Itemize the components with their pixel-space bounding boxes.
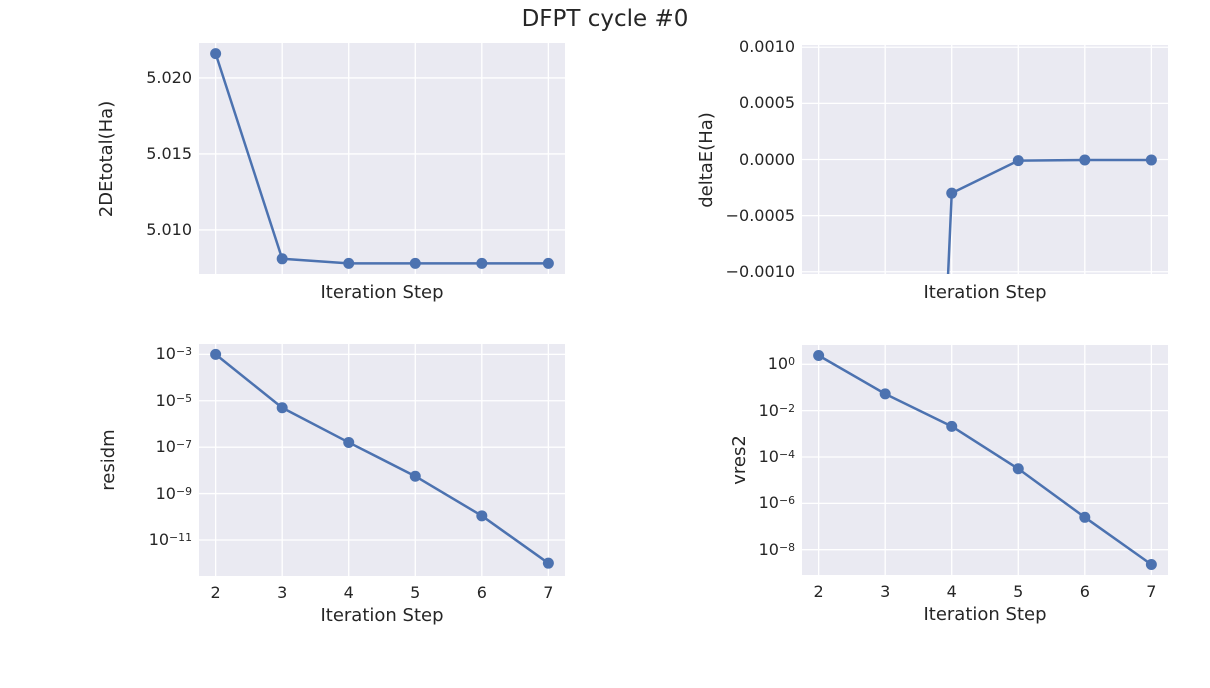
y-tick-label: −0.0005 (725, 205, 795, 225)
data-point-marker (1079, 511, 1091, 523)
x-tick-label: 4 (343, 583, 354, 602)
y-tick-label: 0.0010 (739, 37, 795, 57)
residm-chart-svg (199, 344, 565, 576)
data-point-marker (542, 257, 554, 269)
y-tick-label: 10−5 (155, 390, 192, 410)
x-axis-label: Iteration Step (320, 282, 444, 303)
data-line (214, 53, 549, 265)
x-tick-label: 5 (410, 583, 421, 602)
data-point-marker (946, 187, 958, 199)
2DEtotal-chart-svg (199, 43, 565, 274)
x-tick-label: 5 (1013, 582, 1024, 601)
data-point-marker (476, 257, 488, 269)
x-tick-label: 4 (946, 582, 957, 601)
x-tick-label: 6 (1079, 582, 1090, 601)
y-tick-label: 0.0005 (739, 93, 795, 113)
data-markers (210, 48, 554, 269)
data-point-marker (409, 257, 421, 269)
x-tick-label: 6 (476, 583, 487, 602)
data-point-marker (946, 420, 958, 432)
x-tick-label: 3 (880, 582, 891, 601)
y-tick-label: 5.010 (146, 219, 192, 239)
y-tick-label: 10−6 (758, 493, 795, 513)
gridlines (199, 43, 565, 274)
data-point-marker (1079, 154, 1091, 166)
y-tick-label: 10−7 (155, 437, 192, 457)
plot-2DEtotal (199, 43, 565, 274)
plot-vres2 (802, 345, 1168, 575)
x-tick-label: 3 (277, 583, 288, 602)
data-point-marker (409, 470, 421, 482)
data-point-marker (879, 388, 891, 400)
data-point-marker (276, 402, 288, 414)
y-axis-label: residm (98, 429, 119, 491)
data-line (214, 353, 550, 565)
y-tick-label: 10−3 (155, 344, 192, 364)
data-point-marker (343, 257, 355, 269)
figure-title: DFPT cycle #0 (521, 6, 689, 32)
y-tick-label: 10−4 (758, 446, 795, 466)
data-point-marker (276, 253, 288, 265)
data-markers (210, 348, 554, 569)
deltaE-chart-svg (802, 45, 1168, 274)
gridlines (802, 345, 1168, 575)
y-tick-label: 10−9 (155, 483, 192, 503)
data-point-marker (1145, 154, 1157, 166)
data-point-marker (542, 557, 554, 569)
data-line (818, 354, 1153, 566)
y-tick-label: 100 (767, 354, 795, 374)
data-markers (813, 349, 1157, 570)
data-point-marker (476, 510, 488, 522)
y-tick-label: 10−8 (758, 539, 795, 559)
x-tick-label: 7 (543, 583, 554, 602)
y-tick-label: 5.015 (146, 143, 192, 163)
gridlines (199, 344, 565, 576)
data-point-marker (210, 48, 222, 60)
data-point-marker (343, 436, 355, 448)
y-tick-label: −0.0010 (725, 261, 795, 281)
plot-residm (199, 344, 565, 576)
x-tick-label: 7 (1146, 582, 1157, 601)
data-point-marker (1012, 463, 1024, 475)
x-axis-label: Iteration Step (923, 604, 1047, 625)
x-tick-label: 2 (210, 583, 221, 602)
y-axis-label: 2DEtotal(Ha) (96, 100, 117, 217)
y-tick-label: 0.0000 (739, 149, 795, 169)
y-tick-label: 10−2 (758, 400, 795, 420)
data-markers (946, 154, 1157, 199)
x-axis-label: Iteration Step (320, 605, 444, 626)
data-point-marker (210, 348, 222, 360)
data-point-marker (1145, 558, 1157, 570)
data-point-marker (813, 349, 825, 361)
y-axis-label: deltaE(Ha) (696, 111, 717, 208)
y-axis-label: vres2 (729, 435, 750, 485)
data-point-marker (1012, 155, 1024, 167)
vres2-chart-svg (802, 345, 1168, 575)
y-tick-label: 10−11 (148, 529, 192, 549)
x-axis-label: Iteration Step (923, 282, 1047, 303)
x-tick-label: 2 (813, 582, 824, 601)
plot-deltaE (802, 45, 1168, 274)
y-tick-label: 5.020 (146, 67, 192, 87)
